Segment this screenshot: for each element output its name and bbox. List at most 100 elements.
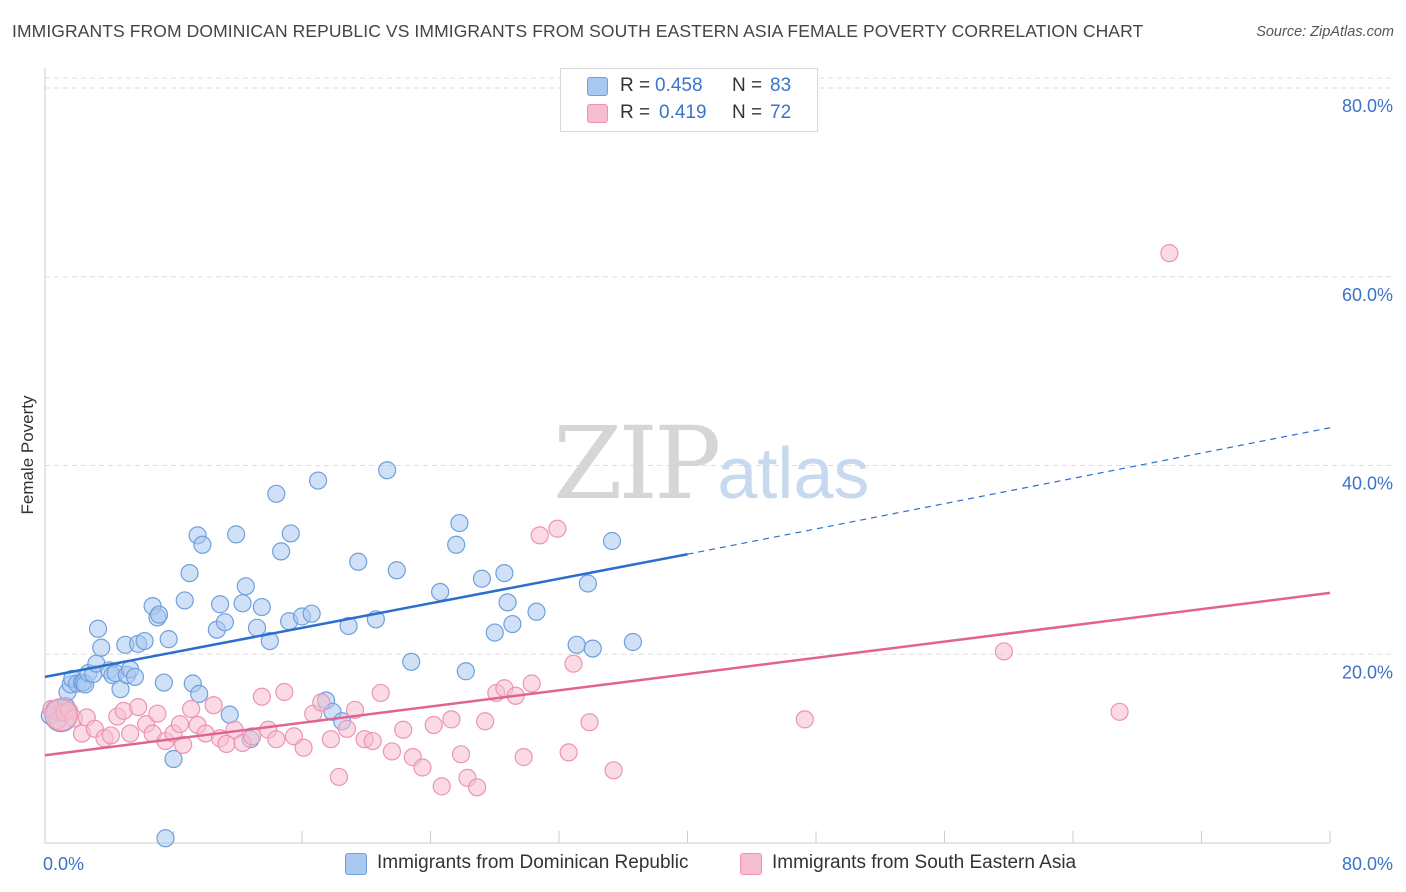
dominican-point [450, 513, 469, 533]
seasia-point [394, 720, 413, 739]
seasia-point [432, 777, 451, 796]
dominican-point [456, 662, 475, 681]
dominican-point [125, 667, 145, 687]
seasia-point [182, 699, 201, 719]
dominican-point [193, 535, 212, 554]
dominican-point [92, 638, 111, 657]
dominican-point [236, 577, 255, 596]
chart-title: IMMIGRANTS FROM DOMINICAN REPUBLIC VS IM… [12, 21, 1144, 41]
seasia-point [294, 738, 313, 757]
legend-swatch-pink [587, 104, 608, 123]
legend-r-value: 0.419 [659, 102, 707, 123]
seasia-point [275, 682, 294, 702]
x-tick-label: 80.0% [1342, 854, 1393, 874]
dominican-point [260, 631, 279, 651]
dominican-point [583, 639, 602, 658]
seasia-point [1110, 702, 1129, 721]
dominican-point [431, 582, 450, 602]
y-axis-label: Female Poverty [18, 395, 37, 515]
seasia-point [337, 719, 357, 738]
seasia-point [424, 715, 443, 735]
dominican-point [503, 614, 522, 634]
seasia-point [252, 687, 271, 706]
seasia-point [170, 714, 190, 734]
seasia-point [363, 731, 382, 751]
bottom-legend-swatch-blue [345, 853, 367, 875]
seasia-point [345, 700, 365, 720]
seasia-point [312, 693, 331, 712]
dominican-point [88, 619, 108, 638]
dominican-point [156, 829, 175, 848]
seasia-point [204, 696, 223, 715]
dominican-point [272, 542, 291, 561]
dominican-point [527, 602, 546, 621]
dominican-point [233, 594, 252, 613]
bottom-legend-swatch-pink [740, 853, 762, 875]
dominican-trendline [44, 552, 688, 679]
seasia-point [174, 735, 193, 754]
bottom-legend-label: Immigrants from South Eastern Asia [772, 852, 1077, 873]
dominican-point [180, 563, 199, 583]
y-tick-label: 60.0% [1342, 285, 1393, 305]
seasia-point [442, 710, 461, 729]
watermark-atlas: atlas [717, 434, 870, 514]
dominican-point [159, 630, 178, 649]
y-tick-label: 20.0% [1342, 662, 1393, 682]
dominican-point [210, 595, 230, 614]
legend-n-value: 83 [770, 75, 792, 96]
dominican-point [227, 525, 246, 544]
seasia-point [321, 730, 341, 749]
dominican-point [308, 471, 328, 490]
legend-n-label: N = [732, 75, 763, 96]
x-tick-label: 0.0% [43, 854, 84, 874]
dominican-point [281, 524, 300, 543]
seasia-point [564, 654, 583, 673]
seasia-point [148, 704, 167, 723]
legend-swatch-blue [587, 77, 608, 96]
seasia-point [467, 778, 487, 797]
dominican-point [578, 574, 598, 593]
dominican-point [387, 561, 406, 580]
seasia-point [994, 642, 1014, 661]
dominican-point [149, 605, 169, 624]
seasia-point [580, 713, 599, 732]
dominican-point [495, 563, 514, 583]
dominican-point [349, 552, 368, 571]
seasia-point [559, 743, 578, 762]
y-tick-label: 40.0% [1342, 474, 1393, 494]
seasia-point [329, 767, 349, 787]
dominican-point [267, 484, 286, 503]
correlation-legend: R = 0.458 N = 83 R = 0.419 N = 72 [560, 68, 818, 132]
dominican-point [485, 623, 504, 642]
seasia-point [101, 726, 120, 745]
seasia-point [1160, 244, 1179, 263]
seasia-trendline [44, 591, 1331, 757]
dominican-point [247, 618, 267, 637]
source-label: Source: ZipAtlas.com [1256, 24, 1394, 40]
seasia-point [267, 730, 286, 749]
dominican-point [252, 597, 271, 617]
dominican-point [220, 705, 239, 724]
dominican-point [164, 749, 183, 769]
legend-r-label: R = [620, 102, 651, 123]
seasia-point [44, 698, 78, 732]
legend-r-label: R = [620, 75, 651, 96]
dominican-point [402, 652, 421, 671]
legend-n-value: 72 [770, 102, 792, 123]
dominican-point [623, 632, 642, 652]
dominican-point [567, 635, 586, 654]
seasia-point [371, 683, 390, 703]
seasia-point [129, 697, 148, 717]
dominican-point [135, 631, 154, 651]
dominican-point [154, 673, 173, 692]
dominican-point [215, 613, 234, 632]
dominican-point [175, 591, 194, 610]
seasia-point [121, 724, 140, 743]
legend-r-value: 0.458 [655, 75, 703, 96]
seasia-point [522, 674, 541, 693]
dominican-point [190, 684, 209, 703]
seasia-point [795, 710, 814, 729]
dominican-point [378, 461, 397, 480]
seasia-point [476, 712, 495, 731]
